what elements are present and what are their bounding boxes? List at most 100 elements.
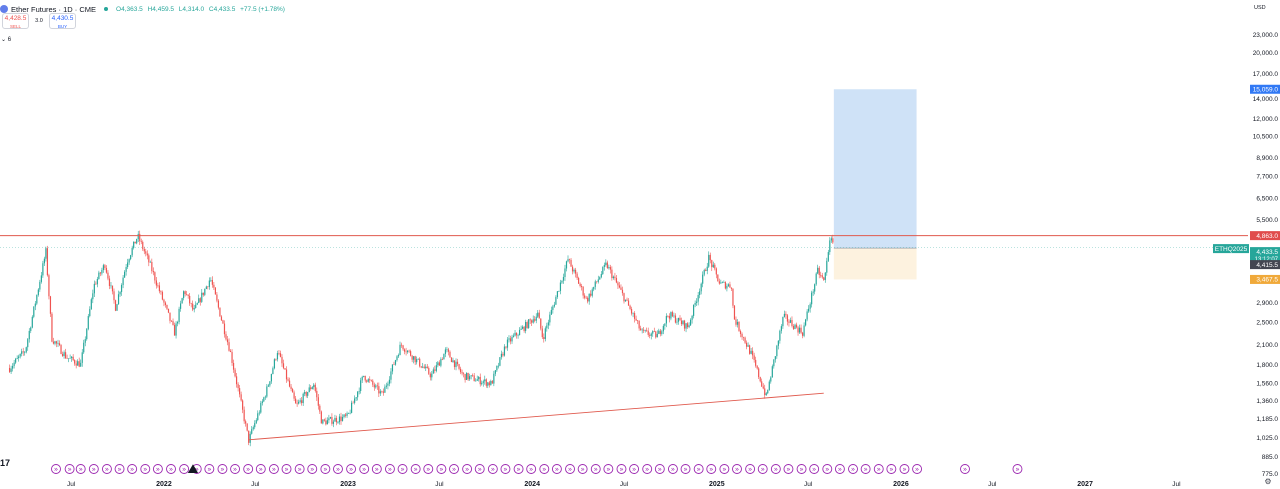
- indicators-toggle[interactable]: ⌄ 6: [1, 37, 12, 43]
- event-marker[interactable]: »: [333, 464, 343, 474]
- position-zones[interactable]: [833, 89, 917, 280]
- event-marker-icon[interactable]: [719, 464, 730, 474]
- event-marker[interactable]: »: [706, 464, 717, 474]
- event-marker-icon[interactable]: [410, 464, 421, 474]
- event-marker[interactable]: »: [526, 464, 537, 474]
- event-marker-icon[interactable]: [449, 464, 459, 474]
- price-label[interactable]: 15,059.0: [1250, 84, 1280, 94]
- event-marker-icon[interactable]: [513, 464, 524, 474]
- event-marker[interactable]: »: [449, 464, 459, 474]
- event-marker-icon[interactable]: [848, 464, 858, 474]
- event-marker-icon[interactable]: [770, 464, 781, 474]
- event-marker[interactable]: »: [809, 464, 820, 474]
- event-marker[interactable]: »: [64, 464, 75, 474]
- event-marker[interactable]: »: [796, 464, 807, 474]
- event-marker[interactable]: »: [371, 464, 382, 474]
- event-marker[interactable]: »: [693, 464, 704, 474]
- event-marker-icon[interactable]: [281, 464, 292, 474]
- event-marker-icon[interactable]: [616, 464, 627, 474]
- event-marker[interactable]: »: [822, 464, 833, 474]
- event-marker-icon[interactable]: [745, 464, 756, 474]
- event-marker-icon[interactable]: [114, 464, 125, 474]
- event-marker-icon[interactable]: [680, 464, 691, 474]
- event-marker-icon[interactable]: [217, 464, 228, 474]
- target-zone[interactable]: [833, 89, 917, 249]
- event-marker[interactable]: »: [436, 464, 447, 474]
- event-marker[interactable]: »: [745, 464, 756, 474]
- event-marker-icon[interactable]: [204, 464, 215, 474]
- event-marker[interactable]: »: [179, 464, 190, 474]
- event-marker-icon[interactable]: [667, 464, 678, 474]
- event-marker-icon[interactable]: [654, 464, 665, 474]
- event-marker[interactable]: »: [629, 464, 640, 474]
- event-marker-icon[interactable]: [191, 464, 202, 474]
- event-marker[interactable]: »: [281, 464, 292, 474]
- event-marker[interactable]: »: [51, 464, 61, 474]
- event-marker[interactable]: »: [230, 464, 241, 474]
- event-marker[interactable]: »: [770, 464, 781, 474]
- event-marker-icon[interactable]: [462, 464, 473, 474]
- event-marker[interactable]: »: [191, 464, 202, 474]
- event-marker[interactable]: »: [960, 464, 970, 474]
- dino-icon[interactable]: ⛰: [188, 462, 199, 477]
- event-marker-icon[interactable]: [243, 464, 254, 474]
- symbol-title[interactable]: Ether Futures · 1D · CME: [11, 4, 97, 14]
- event-marker[interactable]: »: [577, 464, 588, 474]
- event-markers[interactable]: » » » » » » » » » » » » » » » » » » » » » » » » » » » » » » » » » » » » » » » »…: [51, 462, 1023, 477]
- event-marker-icon[interactable]: [796, 464, 807, 474]
- event-marker-icon[interactable]: [436, 464, 447, 474]
- event-marker-icon[interactable]: [834, 464, 845, 474]
- event-marker-icon[interactable]: [127, 464, 138, 474]
- event-marker[interactable]: »: [255, 464, 266, 474]
- event-marker[interactable]: »: [217, 464, 228, 474]
- event-marker[interactable]: »: [359, 464, 370, 474]
- event-marker[interactable]: »: [603, 464, 614, 474]
- event-marker-icon[interactable]: [960, 464, 970, 474]
- event-marker[interactable]: »: [487, 464, 498, 474]
- trend-line[interactable]: [248, 392, 824, 441]
- event-marker-icon[interactable]: [577, 464, 588, 474]
- event-marker-icon[interactable]: [565, 464, 575, 474]
- price-label[interactable]: 3,467.5: [1250, 274, 1280, 284]
- price-label[interactable]: 4,415.5: [1250, 260, 1280, 270]
- event-marker[interactable]: »: [912, 464, 923, 474]
- drawing-lines[interactable]: [0, 235, 1248, 441]
- event-marker[interactable]: »: [423, 464, 434, 474]
- event-marker[interactable]: »: [757, 464, 768, 474]
- price-axis[interactable]: USD 23,000.0 20,000.0 17,000.0 14,000.0 12,00…: [1213, 5, 1280, 486]
- event-marker-icon[interactable]: [294, 464, 305, 474]
- event-marker-icon[interactable]: [384, 464, 395, 474]
- event-marker[interactable]: »: [834, 464, 845, 474]
- event-marker[interactable]: »: [320, 464, 331, 474]
- event-marker-icon[interactable]: [371, 464, 382, 474]
- price-label[interactable]: 4,433.513:12:07: [1250, 247, 1280, 264]
- event-marker[interactable]: »: [860, 464, 871, 474]
- event-marker[interactable]: »: [899, 464, 910, 474]
- event-marker[interactable]: »: [590, 464, 601, 474]
- event-marker-icon[interactable]: [706, 464, 717, 474]
- event-marker[interactable]: »: [551, 464, 562, 474]
- event-marker-icon[interactable]: [1012, 464, 1023, 474]
- event-marker-icon[interactable]: [590, 464, 601, 474]
- sell-button[interactable]: 4,428.5 SELL: [2, 13, 29, 29]
- event-marker-icon[interactable]: [809, 464, 820, 474]
- event-marker[interactable]: »: [565, 464, 575, 474]
- event-marker-icon[interactable]: [320, 464, 331, 474]
- event-marker[interactable]: »: [204, 464, 215, 474]
- event-marker-icon[interactable]: [757, 464, 768, 474]
- event-marker-icon[interactable]: [179, 464, 190, 474]
- event-marker-icon[interactable]: [333, 464, 343, 474]
- event-marker-icon[interactable]: [693, 464, 704, 474]
- event-marker-icon[interactable]: [166, 464, 176, 474]
- event-marker-icon[interactable]: [423, 464, 434, 474]
- event-marker[interactable]: »: [873, 464, 884, 474]
- event-marker[interactable]: »: [500, 464, 511, 474]
- event-marker[interactable]: »: [848, 464, 858, 474]
- event-marker[interactable]: »: [474, 464, 485, 474]
- event-marker[interactable]: »: [513, 464, 524, 474]
- event-marker-icon[interactable]: [51, 464, 61, 474]
- event-marker[interactable]: »: [114, 464, 125, 474]
- event-marker-icon[interactable]: [732, 464, 742, 474]
- event-marker-icon[interactable]: [642, 464, 653, 474]
